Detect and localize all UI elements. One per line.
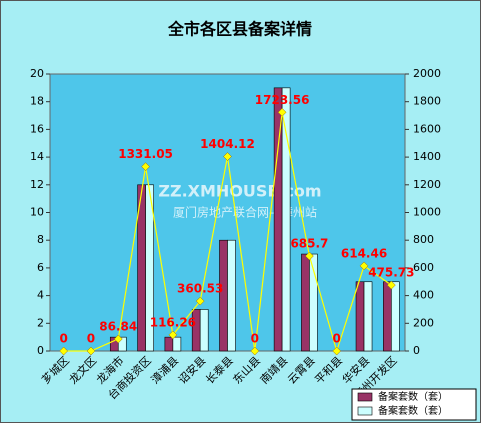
line-marker [277,107,287,117]
bar [391,281,400,352]
y-tick-label: 20 [30,67,44,80]
data-label: 0 [59,332,67,346]
y-tick-label: 4 [37,289,44,302]
y-tick-label: 16 [30,122,44,135]
y2-tick-label: 2000 [413,67,441,80]
bar [363,281,373,352]
y-tick-label: 14 [30,150,44,163]
y-tick-label: 8 [37,233,44,246]
bar [199,309,209,352]
bar [219,239,228,352]
data-label: 1723.56 [255,93,310,107]
data-label: 614.46 [341,246,387,260]
legend-box [351,388,477,421]
data-label: 360.53 [177,282,223,296]
y-tick-label: 10 [30,206,44,219]
y2-tick-label: 1600 [413,122,441,135]
bar [355,281,365,352]
bar [164,336,174,352]
line-marker [386,280,396,290]
y2-tick-label: 1800 [413,95,441,108]
line-marker [59,346,69,356]
data-label: 116.26 [150,315,196,329]
data-label: 1404.12 [200,137,255,151]
line-marker [359,261,369,271]
data-label: 0 [333,332,341,346]
y-tick-label: 2 [37,316,44,329]
y-tick-label: 12 [30,178,44,191]
data-label: 0 [251,332,259,346]
line-marker [332,346,342,356]
line-marker [250,346,260,356]
line-marker [195,296,205,306]
line-marker [223,152,232,161]
y-tick-label: 0 [37,344,44,357]
data-label: 86.84 [99,319,137,333]
bar [227,239,236,352]
bar [281,87,291,352]
line-marker [305,251,314,261]
bar [383,281,392,352]
watermark: 厦门房地产联合网—漳州站 [173,205,317,220]
bar [145,184,154,352]
legend-label: 备案套数（套） [378,390,448,403]
y2-tick-label: 400 [413,289,434,302]
y2-tick-label: 600 [413,261,434,274]
data-label: 685.7 [290,237,328,251]
data-label: 475.73 [368,266,414,280]
line-marker [168,330,178,340]
legend-swatch [357,406,373,416]
y2-tick-label: 800 [413,233,434,246]
bar [172,336,182,352]
y-tick-label: 18 [30,95,44,108]
y-tick-label: 6 [37,261,44,274]
legend-swatch [357,392,373,402]
y2-tick-label: 1000 [413,206,441,219]
chart-title: 全市各区县备案详情 [167,20,312,39]
data-label: 0 [87,332,95,346]
line-marker [141,162,150,172]
bar [117,336,127,352]
bar [301,253,310,352]
line-marker [113,334,123,344]
legend-label: 备案套数（套） [378,404,448,417]
y2-tick-label: 0 [413,344,420,357]
line-marker [86,346,96,356]
y2-tick-label: 1400 [413,150,441,163]
y2-tick-label: 200 [413,316,434,329]
y2-tick-label: 1200 [413,178,441,191]
data-label: 1331.05 [118,147,173,161]
bar [309,253,318,352]
